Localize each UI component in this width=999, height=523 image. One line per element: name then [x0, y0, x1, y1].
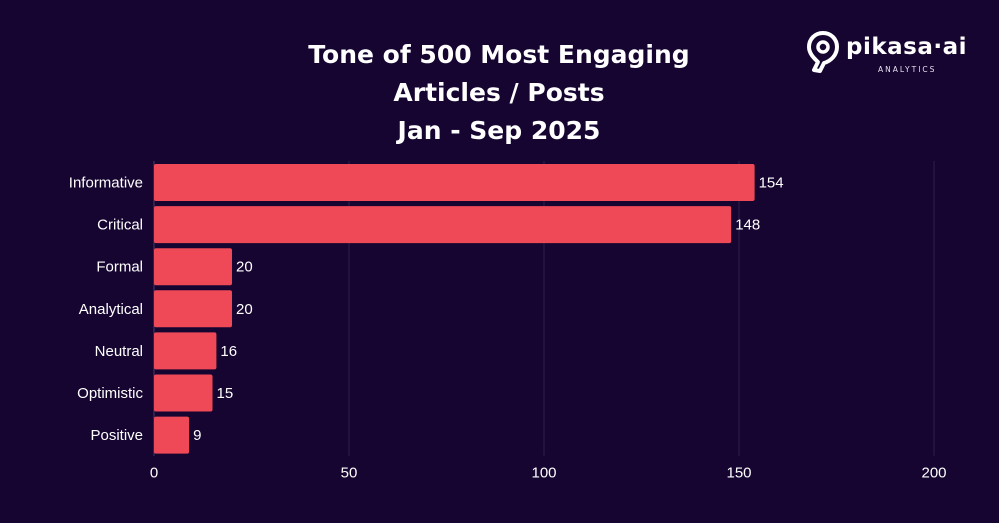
location-pin-icon: [807, 31, 839, 73]
bars: [154, 164, 755, 454]
category-label: Neutral: [95, 343, 143, 360]
category-label: Critical: [97, 217, 143, 234]
bar-positive: [154, 416, 190, 454]
category-label: Formal: [96, 259, 143, 276]
category-label: Positive: [90, 427, 143, 444]
x-tick-label: 200: [921, 465, 946, 482]
category-label: Optimistic: [77, 385, 143, 402]
chart-title: Tone of 500 Most Engaging Articles / Pos…: [308, 40, 690, 145]
bar-formal: [154, 248, 232, 286]
value-label: 9: [193, 427, 201, 444]
value-label: 16: [220, 343, 237, 360]
x-tick-label: 150: [726, 465, 751, 482]
bar-analytical: [154, 290, 232, 328]
grid-lines: [153, 161, 935, 456]
value-label: 148: [735, 217, 760, 234]
value-label: 15: [217, 385, 234, 402]
value-label: 20: [236, 259, 253, 276]
x-tick-label: 0: [150, 465, 158, 482]
bar-optimistic: [154, 374, 213, 412]
value-label: 154: [759, 175, 784, 192]
bar-informative: [154, 164, 755, 201]
category-label: Analytical: [79, 301, 143, 318]
x-tick-label: 50: [341, 465, 358, 482]
bar-critical: [154, 206, 732, 244]
x-tick-label: 100: [531, 465, 556, 482]
value-label: 20: [236, 301, 253, 318]
brand-wordmark: pikasa·ai: [846, 34, 968, 60]
brand-logo: pikasa·ai ANALYTICS: [806, 30, 968, 78]
category-label: Informative: [69, 175, 143, 192]
labels: 0 50 100 150 200 Informative 154 Critical 148 For…: [69, 175, 947, 482]
bar-neutral: [154, 332, 217, 370]
brand-subtitle: ANALYTICS: [878, 65, 937, 74]
